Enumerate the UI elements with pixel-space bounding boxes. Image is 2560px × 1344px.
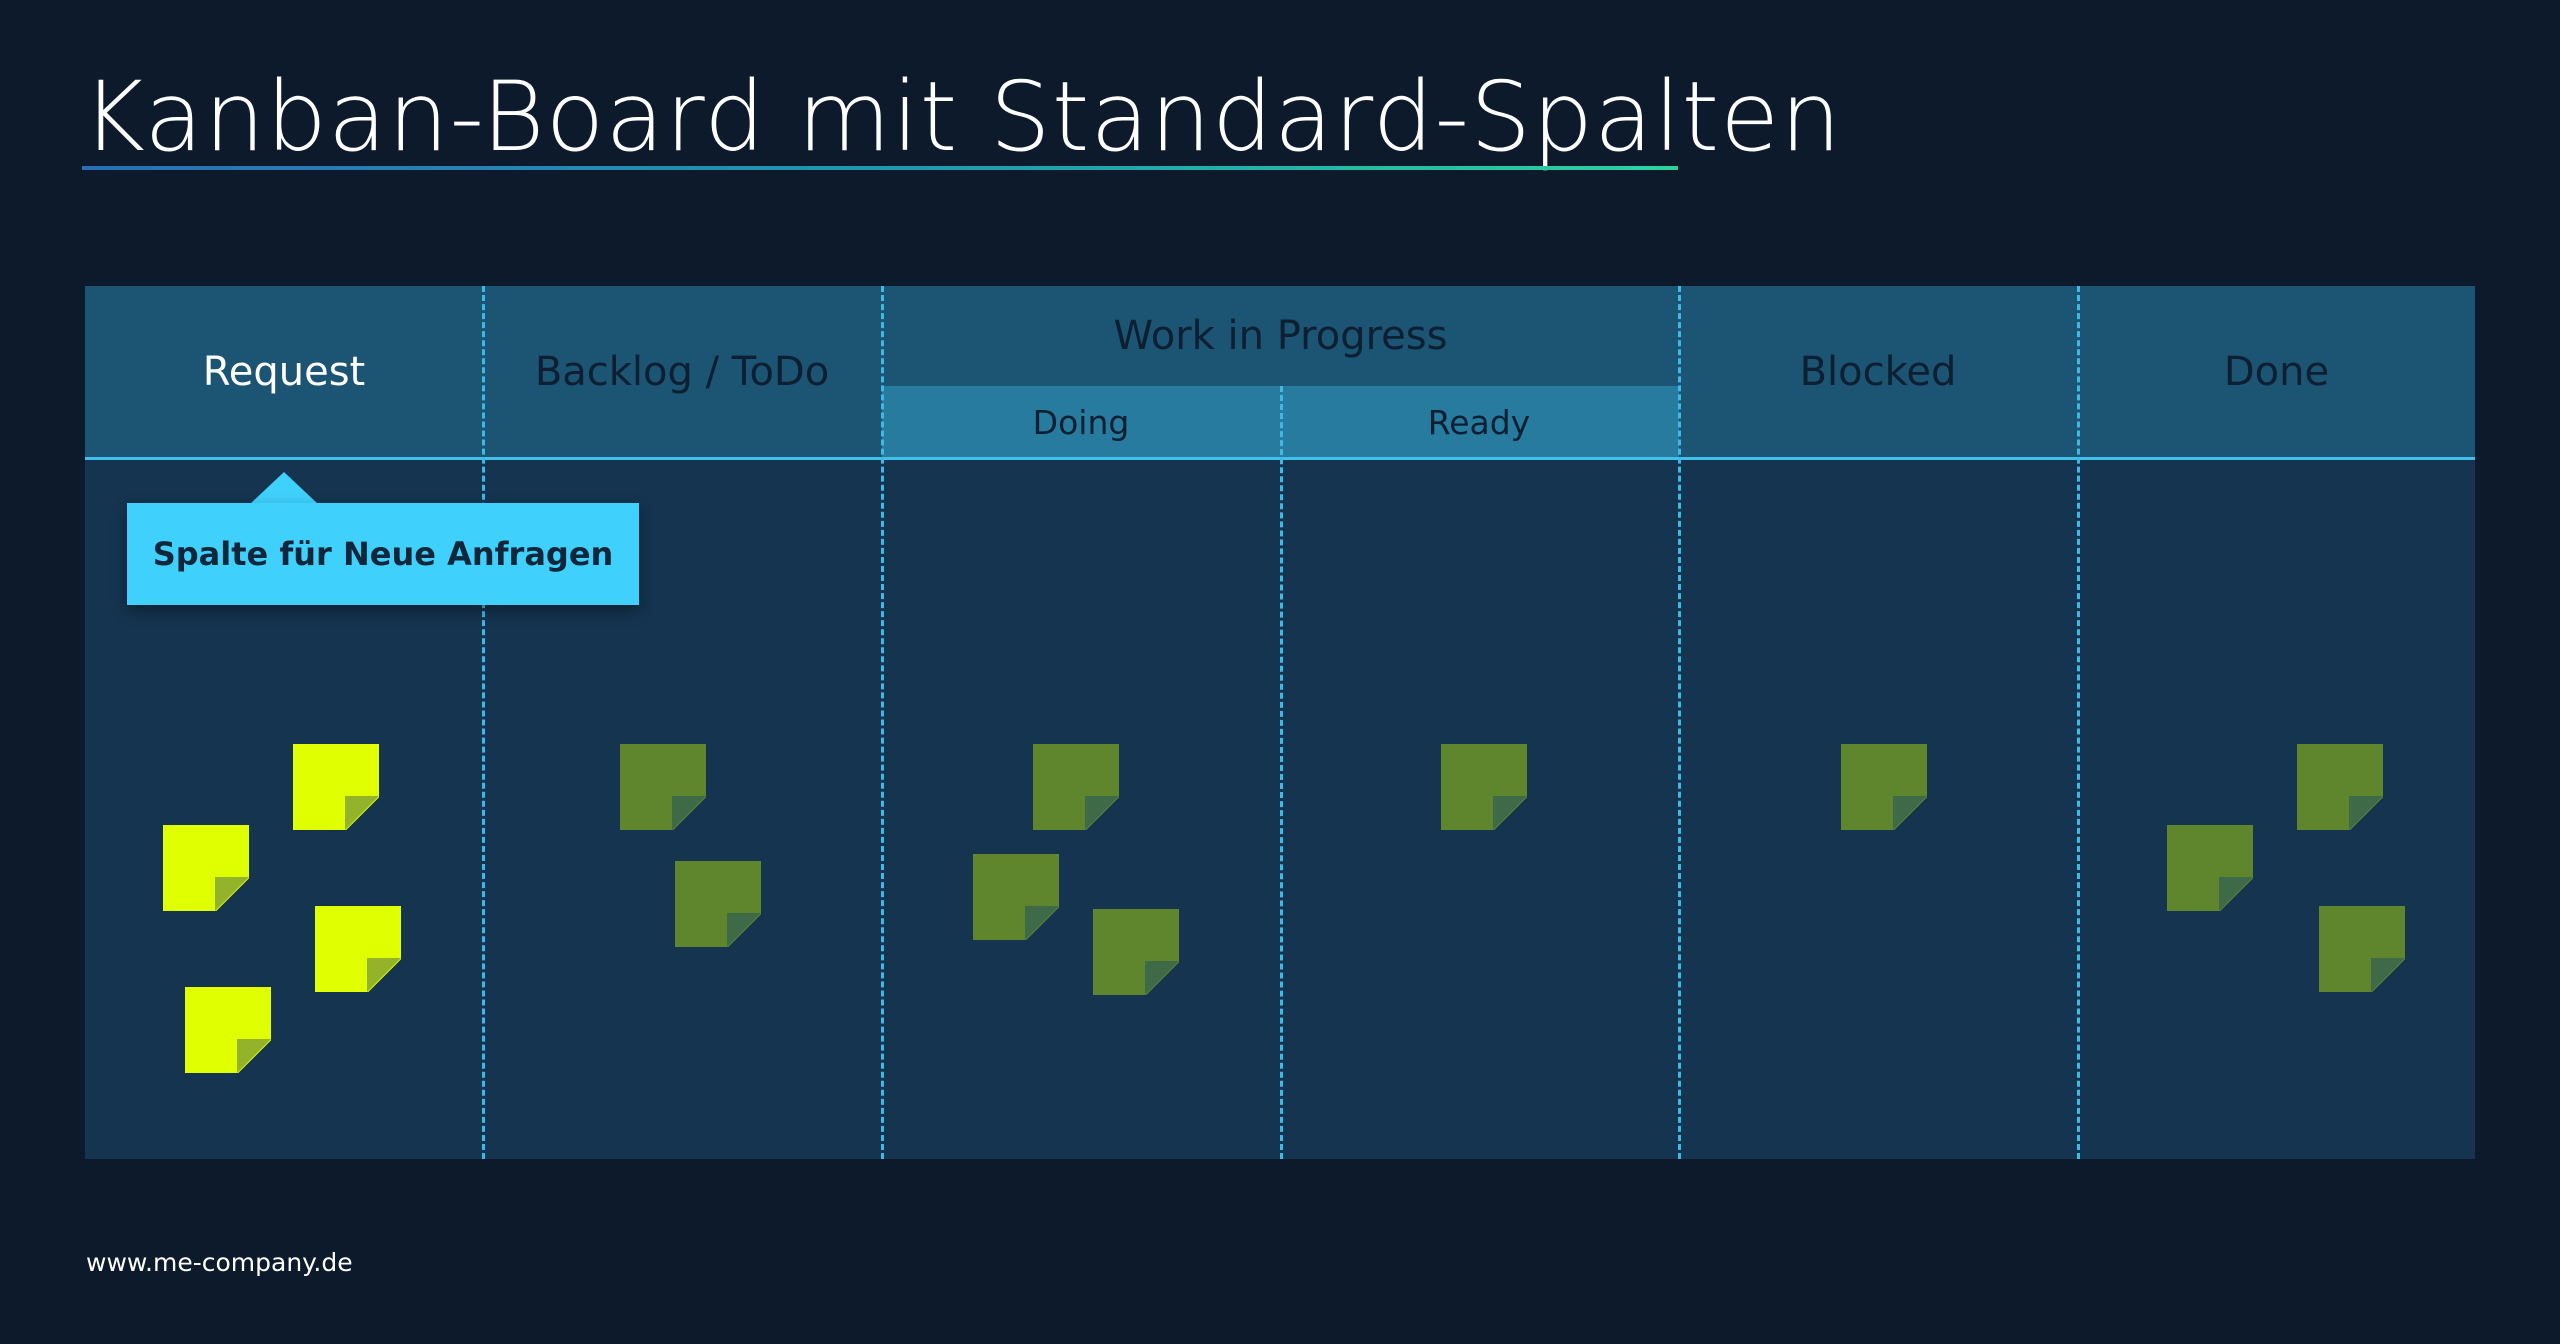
sticky-note-done[interactable] [2167,825,2253,911]
column-divider [2077,286,2080,1159]
kanban-board: Request Backlog / ToDo Work in Progress … [85,286,2475,1159]
sticky-note-backlog[interactable] [675,861,761,947]
sticky-note-doing[interactable] [973,854,1059,940]
column-title-done: Done [2223,349,2330,395]
column-divider [881,286,884,1159]
page-title: Kanban-Board mit Standard-Spalten [82,61,1843,173]
sticky-note-request[interactable] [293,744,379,830]
sticky-note-blocked[interactable] [1841,744,1927,830]
sticky-note-done[interactable] [2319,906,2405,992]
column-divider [482,286,485,1159]
column-title-backlog: Backlog / ToDo [534,349,830,395]
subcolumn-divider [1280,386,1283,1159]
sticky-note-done[interactable] [2297,744,2383,830]
sticky-note-doing[interactable] [1093,909,1179,995]
sticky-note-doing[interactable] [1033,744,1119,830]
footer-url[interactable]: www.me-company.de [86,1248,353,1277]
request-tooltip: Spalte für Neue Anfragen [127,503,639,605]
column-title-wip: Work in Progress [1113,313,1448,359]
sticky-note-backlog[interactable] [620,744,706,830]
column-title-blocked: Blocked [1799,349,1957,395]
sticky-note-request[interactable] [185,987,271,1073]
column-divider [1678,286,1681,1159]
sticky-note-ready[interactable] [1441,744,1527,830]
sticky-note-request[interactable] [315,906,401,992]
title-underline [82,166,1678,170]
sticky-note-request[interactable] [163,825,249,911]
column-title-request: Request [202,349,366,395]
tooltip-arrow [250,472,318,504]
column-title-ready: Ready [1427,402,1531,442]
column-title-doing: Doing [1032,402,1130,442]
